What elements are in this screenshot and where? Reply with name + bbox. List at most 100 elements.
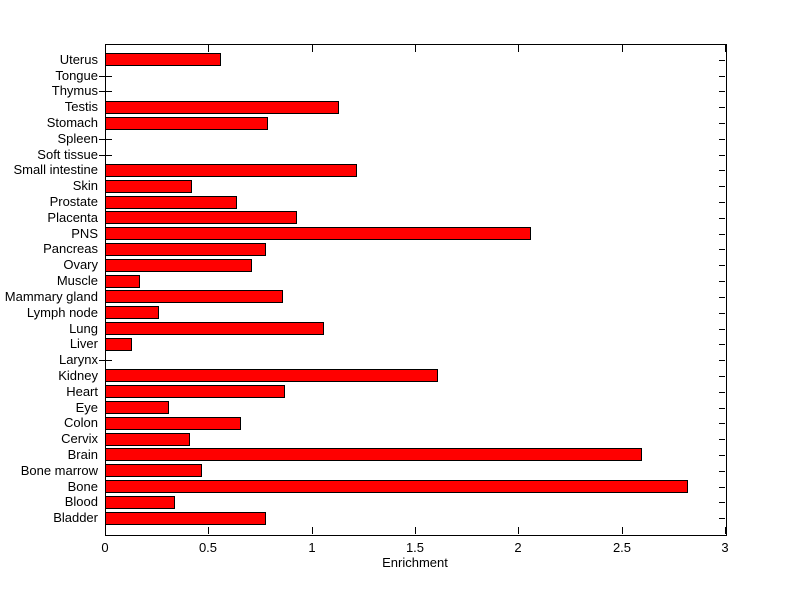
x-tick-label-0: 0 [101,540,109,555]
zero-bar-dash-soft-tissue [99,155,112,156]
bar-colon [105,417,241,430]
y-tick-right [719,329,725,330]
y-axis-label-muscle: Muscle [56,273,98,288]
bar-liver [105,338,132,351]
x-tick-label-0-5: 0.5 [198,540,218,555]
bar-skin [105,180,192,193]
y-axis-label-blood: Blood [64,494,98,509]
y-tick-right [719,123,725,124]
bar-ovary [105,259,252,272]
y-tick-right [719,455,725,456]
y-axis-label-lung: Lung [69,321,98,336]
y-axis-label-bone: Bone [67,479,98,494]
y-tick-right [719,392,725,393]
y-tick-right [719,155,725,156]
x-tick-top [312,45,313,52]
y-tick-right [719,360,725,361]
bar-heart [105,385,285,398]
y-tick-right [719,313,725,314]
y-tick-right [719,107,725,108]
y-tick-right [719,91,725,92]
zero-bar-dash-spleen [99,139,112,140]
bar-bladder [105,512,266,525]
bar-mammary-gland [105,290,283,303]
x-tick-label-2-5: 2.5 [612,540,632,555]
y-tick-right [719,218,725,219]
y-axis-label-skin: Skin [72,178,98,193]
bar-testis [105,101,339,114]
y-axis-label-cervix: Cervix [61,431,98,446]
bar-lymph-node [105,306,159,319]
y-axis-label-soft-tissue: Soft tissue [37,147,98,162]
bar-pancreas [105,243,266,256]
bar-kidney [105,369,438,382]
y-tick-right [719,344,725,345]
bar-lung [105,322,324,335]
y-axis-label-heart: Heart [66,384,98,399]
bar-eye [105,401,169,414]
y-axis-label-prostate: Prostate [49,194,98,209]
y-axis-label-thymus: Thymus [51,83,98,98]
bar-small-intestine [105,164,357,177]
y-tick-right [719,249,725,250]
y-axis-label-spleen: Spleen [57,131,98,146]
bar-brain [105,448,642,461]
y-axis-label-uterus: Uterus [59,52,98,67]
x-tick-bottom [518,527,519,534]
zero-bar-dash-tongue [99,76,112,77]
bar-placenta [105,211,297,224]
y-axis-label-testis: Testis [64,99,98,114]
y-axis-label-liver: Liver [69,336,98,351]
x-tick-top [518,45,519,52]
y-tick-right [719,265,725,266]
bar-uterus [105,53,221,66]
y-tick-right [719,297,725,298]
y-tick-right [719,281,725,282]
zero-bar-dash-thymus [99,91,112,92]
y-axis-label-bone-marrow: Bone marrow [20,463,98,478]
y-axis-label-lymph-node: Lymph node [26,305,98,320]
x-tick-label-2: 2 [514,540,522,555]
y-tick-right [719,439,725,440]
y-tick-right [719,423,725,424]
y-axis-label-tongue: Tongue [55,68,98,83]
y-axis-label-larynx: Larynx [58,352,98,367]
x-tick-top [105,45,106,52]
y-axis-label-small-intestine: Small intestine [13,162,98,177]
x-axis-title: Enrichment [382,555,448,570]
y-tick-right [719,408,725,409]
x-tick-bottom [312,527,313,534]
x-tick-bottom [725,527,726,534]
bar-muscle [105,275,140,288]
bar-blood [105,496,175,509]
y-axis-label-pancreas: Pancreas [43,241,98,256]
y-axis-label-stomach: Stomach [46,115,98,130]
bar-bone-marrow [105,464,202,477]
y-axis-label-kidney: Kidney [58,368,98,383]
y-axis-label-eye: Eye [75,400,98,415]
x-tick-top [208,45,209,52]
y-tick-right [719,139,725,140]
y-tick-right [719,376,725,377]
y-tick-right [719,487,725,488]
x-tick-top [622,45,623,52]
y-tick-right [719,518,725,519]
zero-bar-dash-larynx [99,360,112,361]
x-tick-bottom [208,527,209,534]
y-tick-right [719,186,725,187]
y-axis-label-ovary: Ovary [63,257,98,272]
bar-prostate [105,196,237,209]
y-axis-label-pns: PNS [71,226,98,241]
x-tick-label-1: 1 [308,540,316,555]
x-tick-top [725,45,726,52]
bar-bone [105,480,688,493]
bar-cervix [105,433,190,446]
y-tick-right [719,471,725,472]
y-tick-right [719,76,725,77]
x-tick-label-1-5: 1.5 [405,540,425,555]
x-tick-bottom [622,527,623,534]
y-tick-right [719,60,725,61]
x-tick-label-3: 3 [721,540,729,555]
y-axis-label-bladder: Bladder [53,510,98,525]
